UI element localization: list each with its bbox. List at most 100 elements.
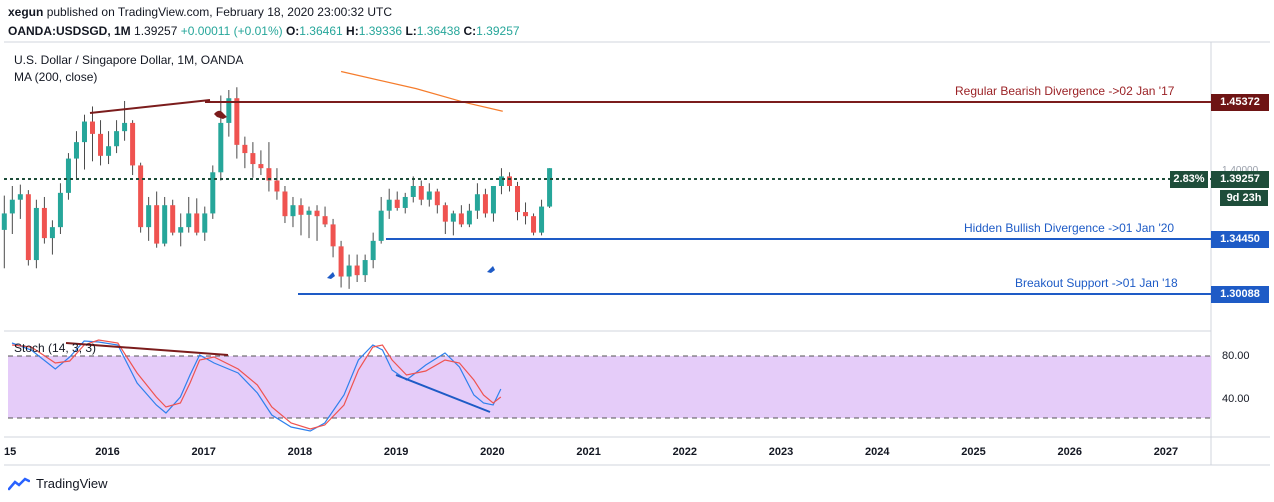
bullish-signal-marker-2: [487, 266, 495, 273]
bar-countdown: 9d 23h: [1220, 190, 1268, 206]
candle-body: [330, 224, 336, 247]
candle-body: [33, 207, 39, 261]
candle-body: [114, 131, 120, 147]
candle-body: [434, 191, 440, 206]
publish-text: published on TradingView.com, February 1…: [46, 5, 393, 19]
close-value: 1.39257: [476, 24, 520, 38]
candle-body: [282, 191, 288, 217]
last-price: 1.39257: [134, 24, 178, 38]
candle-body: [458, 213, 464, 225]
candle-body: [162, 205, 168, 244]
stoch-d-line: [11, 339, 502, 430]
candle-body: [234, 98, 240, 145]
candle-body: [482, 194, 488, 214]
logo-text: TradingView: [36, 476, 108, 491]
candle-body: [98, 133, 104, 156]
time-tick: 2018: [287, 446, 313, 458]
time-tick: 2023: [768, 446, 794, 458]
candle-body: [418, 186, 424, 200]
open-label: O:: [285, 24, 300, 38]
bearish-divergence-annotation: Regular Bearish Divergence ->02 Jan '17: [955, 84, 1175, 98]
candle-body: [170, 205, 176, 233]
candle-body: [90, 121, 96, 134]
candle-body: [57, 192, 63, 228]
time-tick: 2017: [191, 446, 216, 458]
time-tick: 2024: [865, 446, 890, 458]
tradingview-logo[interactable]: TradingView: [8, 476, 108, 491]
time-tick: 2026: [1057, 446, 1082, 458]
candle-body: [450, 213, 456, 222]
axis-label-faint: 1.40000: [1222, 165, 1259, 176]
candle-body: [274, 180, 280, 192]
ma-legend: MA (200, close): [14, 70, 98, 84]
bearish-signal-marker: [214, 110, 227, 119]
candle-body: [49, 227, 55, 239]
candle-body: [202, 213, 208, 233]
chart-title: U.S. Dollar / Singapore Dollar, 1M, OAND…: [14, 53, 244, 67]
bullish-signal-marker: [327, 272, 335, 279]
bullish-price-label: 1.34450: [1211, 231, 1269, 248]
candle-body: [346, 265, 352, 277]
candle-body: [402, 196, 408, 208]
candle-body: [250, 153, 256, 165]
candle-body: [73, 142, 79, 159]
candle-body: [242, 144, 248, 154]
symbol-label: OANDA:USDSGD, 1M: [8, 24, 131, 38]
support-price-label: 1.30088: [1211, 286, 1269, 303]
candle-body: [210, 172, 216, 214]
stoch-bullish-divergence-line: [395, 374, 491, 413]
time-tick: 2022: [672, 446, 698, 458]
candle-body: [442, 205, 448, 222]
high-value: 1.39336: [358, 24, 403, 38]
candle-body: [515, 186, 521, 213]
close-label: C:: [463, 24, 477, 38]
candle-body: [130, 122, 136, 166]
candle-body: [466, 210, 472, 225]
time-tick: 2025: [961, 446, 986, 458]
stoch-band: [8, 356, 1211, 418]
bullish-divergence-annotation: Hidden Bullish Divergence ->01 Jan '20: [964, 221, 1175, 235]
candle-body: [338, 246, 344, 277]
time-tick: 2016: [95, 446, 120, 458]
stoch-tick-40: 40.00: [1222, 393, 1250, 405]
candle-body: [523, 212, 529, 217]
candle-body: [386, 199, 392, 211]
candle-body: [498, 176, 504, 186]
candle-body: [539, 206, 545, 233]
time-tick: 2019: [383, 446, 409, 458]
stoch-group: [11, 339, 502, 432]
stoch-bearish-divergence-line: [65, 342, 229, 356]
price-change: +0.00011 (+0.01%): [180, 24, 283, 38]
time-tick: 15: [4, 446, 17, 458]
candle-body: [290, 205, 296, 217]
candle-body: [306, 210, 312, 215]
candle-body: [9, 199, 15, 214]
high-label: H:: [346, 24, 359, 38]
candle-body: [106, 146, 112, 156]
candle-body: [362, 260, 368, 276]
low-label: L:: [405, 24, 417, 38]
publish-info: xegun published on TradingView.com, Febr…: [8, 5, 392, 19]
candle-body: [354, 265, 360, 276]
percent-change-label: 2.83%: [1170, 171, 1208, 188]
candle-body: [146, 205, 152, 228]
candle-body: [378, 210, 384, 241]
tradingview-logo-icon: [8, 476, 30, 490]
candle-body: [138, 165, 144, 228]
candle-body: [17, 194, 23, 200]
stoch-tick-80: 80.00: [1222, 350, 1250, 362]
candle-body: [122, 122, 128, 132]
candle-body: [81, 121, 87, 143]
current-price-label: 1.39257: [1211, 171, 1269, 188]
candle-body: [322, 216, 328, 225]
low-value: 1.36438: [416, 24, 461, 38]
candle-body: [426, 191, 432, 200]
time-tick: 2027: [1153, 446, 1179, 458]
candle-body: [226, 98, 232, 123]
time-tick: 2020: [480, 446, 505, 458]
ma-line: [340, 70, 503, 112]
candle-body: [410, 186, 416, 197]
candle-body: [41, 207, 47, 239]
candles-group: [1, 87, 553, 289]
